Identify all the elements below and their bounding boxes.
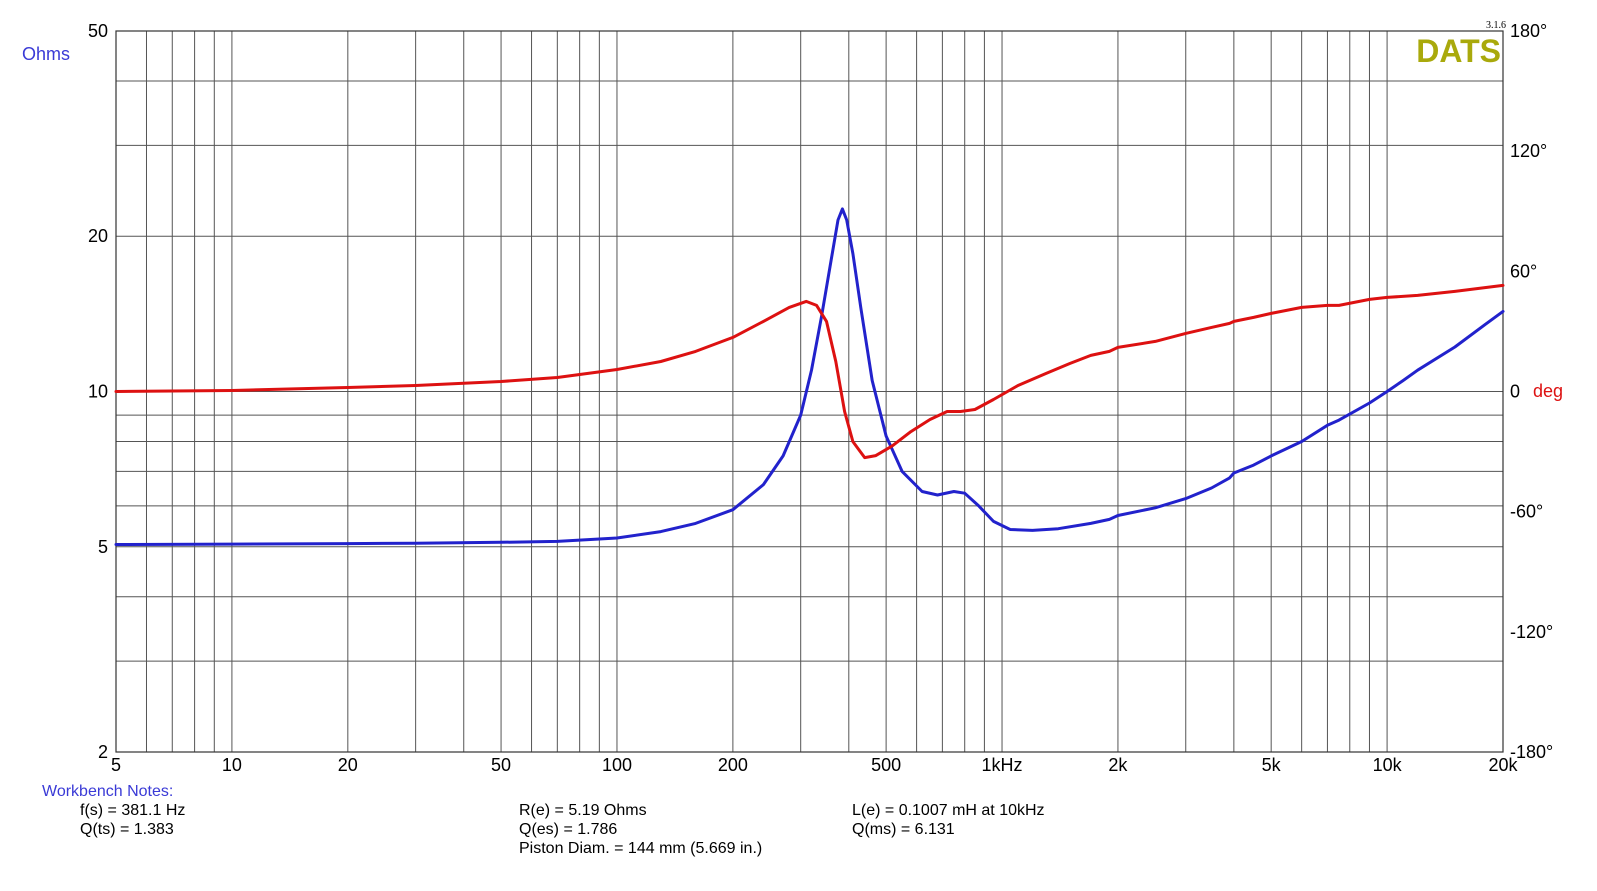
le-value: L(e) = 0.1007 mH at 10kHz [852, 802, 1045, 819]
y-right-tick-label: 60° [1510, 261, 1537, 281]
x-tick-label: 5 [111, 755, 121, 775]
notes-column-3: L(e) = 0.1007 mH at 10kHz Q(ms) = 6.131 [852, 801, 1045, 839]
x-tick-label: 20 [338, 755, 358, 775]
y-right-tick-label: -60° [1510, 502, 1543, 522]
dats-logo: DATS [1416, 33, 1501, 69]
x-tick-label: 1kHz [982, 755, 1023, 775]
x-tick-label: 200 [718, 755, 748, 775]
left-axis-label: Ohms [22, 44, 70, 64]
fs-value: f(s) = 381.1 Hz [80, 802, 186, 819]
y-left-tick-label: 5 [98, 537, 108, 557]
x-tick-label: 20k [1488, 755, 1518, 775]
x-tick-label: 10k [1373, 755, 1403, 775]
x-tick-label: 5k [1262, 755, 1282, 775]
impedance-curve [114, 207, 1505, 546]
piston-diam-value: Piston Diam. = 144 mm (5.669 in.) [519, 840, 763, 857]
y-right-tick-label: -120° [1510, 622, 1553, 642]
curves [114, 207, 1505, 546]
y-right-tick-label: -180° [1510, 742, 1553, 762]
right-axis-label: deg [1533, 381, 1563, 401]
x-tick-label: 10 [222, 755, 242, 775]
y-left-tick-label: 10 [88, 382, 108, 402]
qes-value: Q(es) = 1.786 [519, 821, 618, 838]
y-left-tick-label: 20 [88, 226, 108, 246]
qms-value: Q(ms) = 6.131 [852, 821, 955, 838]
notes-column-1: f(s) = 381.1 Hz Q(ts) = 1.383 [80, 801, 185, 839]
qts-value: Q(ts) = 1.383 [80, 821, 174, 838]
x-tick-label: 500 [871, 755, 901, 775]
y-left-tick-label: 50 [88, 21, 108, 41]
grid [115, 30, 1504, 753]
phase-curve [114, 283, 1505, 460]
y-right-tick-label: 120° [1510, 141, 1547, 161]
notes-column-2: R(e) = 5.19 Ohms Q(es) = 1.786 Piston Di… [519, 801, 762, 858]
workbench-notes-title: Workbench Notes: [42, 783, 174, 800]
y-right-tick-label: 180° [1510, 21, 1547, 41]
x-tick-label: 100 [602, 755, 632, 775]
re-value: R(e) = 5.19 Ohms [519, 802, 647, 819]
y-left-tick-label: 2 [98, 742, 108, 762]
x-tick-label: 50 [491, 755, 511, 775]
x-tick-label: 2k [1108, 755, 1128, 775]
version-label: 3.1.6 [1486, 20, 1506, 31]
y-right-tick-label: 0 [1510, 382, 1520, 402]
